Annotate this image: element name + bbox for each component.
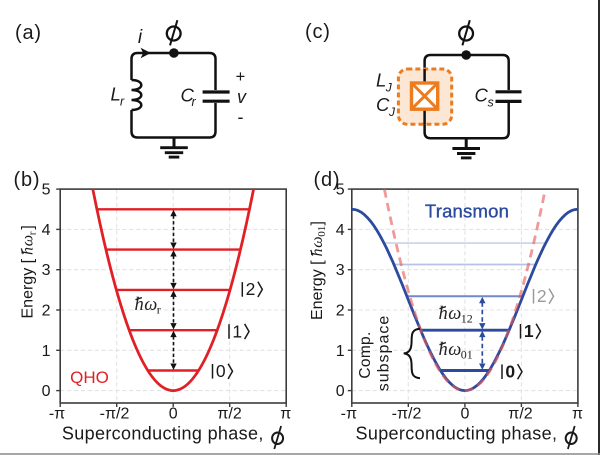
svg-text:ω: ω	[309, 236, 326, 247]
svg-text:4: 4	[42, 222, 51, 239]
svg-text:1: 1	[336, 343, 345, 360]
svg-text:h: h	[309, 249, 326, 257]
svg-text:π/2: π/2	[217, 406, 241, 423]
svg-text:0: 0	[460, 406, 469, 423]
svg-text:subspace: subspace	[376, 315, 393, 392]
svg-text:L: L	[376, 70, 386, 91]
svg-text:0: 0	[336, 383, 345, 400]
svg-text:ω: ω	[144, 295, 157, 315]
svg-text:+: +	[236, 68, 246, 86]
svg-text:(d): (d)	[314, 169, 341, 191]
svg-text:C: C	[475, 85, 489, 106]
svg-text:ω: ω	[448, 304, 461, 324]
svg-text:2: 2	[537, 286, 547, 306]
svg-text:ω: ω	[448, 340, 461, 360]
svg-text:J: J	[388, 105, 396, 119]
svg-text:Energy [: Energy [	[19, 258, 36, 318]
svg-text:h: h	[19, 247, 36, 255]
svg-text:Transmon: Transmon	[425, 201, 509, 222]
svg-text:Comp.: Comp.	[357, 331, 374, 378]
svg-text:ω: ω	[19, 235, 36, 246]
svg-text:(b): (b)	[14, 169, 41, 191]
svg-text:r: r	[120, 95, 125, 109]
svg-text:-π: -π	[49, 406, 65, 423]
svg-text:v: v	[237, 87, 247, 107]
svg-text:C: C	[181, 85, 195, 106]
svg-text:3: 3	[42, 262, 51, 279]
svg-text:]: ]	[309, 221, 326, 225]
svg-text:i: i	[138, 27, 143, 48]
svg-text:-π: -π	[341, 406, 357, 423]
svg-text:5: 5	[42, 182, 51, 199]
svg-text:0: 0	[169, 406, 178, 423]
svg-text:r: r	[157, 302, 161, 316]
svg-text:0: 0	[42, 383, 51, 400]
svg-text:2: 2	[246, 279, 256, 299]
svg-text:h: h	[135, 295, 144, 315]
svg-text:Superconducting phase,: Superconducting phase,	[62, 424, 264, 444]
svg-text:-: -	[238, 107, 244, 127]
svg-text:2: 2	[42, 303, 51, 320]
svg-text:QHO: QHO	[70, 368, 109, 387]
svg-text:π: π	[280, 406, 291, 423]
svg-text:3: 3	[336, 262, 345, 279]
svg-text:1: 1	[524, 321, 534, 341]
svg-text:(c): (c)	[305, 21, 331, 43]
svg-text:Superconducting phase,: Superconducting phase,	[355, 424, 557, 444]
svg-text:J: J	[385, 81, 393, 95]
svg-text:4: 4	[336, 222, 345, 239]
svg-text:L: L	[111, 84, 121, 105]
svg-text:]: ]	[19, 225, 36, 229]
svg-text:r: r	[192, 95, 197, 109]
svg-text:-π/2: -π/2	[100, 406, 130, 423]
svg-text:0: 0	[505, 362, 515, 382]
svg-text:01: 01	[461, 347, 473, 361]
svg-text:5: 5	[336, 182, 345, 199]
svg-text:C: C	[376, 94, 390, 115]
svg-text:0: 0	[216, 361, 226, 381]
svg-text:01: 01	[316, 226, 328, 237]
svg-text:s: s	[488, 96, 494, 110]
svg-text:1: 1	[232, 321, 242, 341]
svg-text:h: h	[439, 304, 448, 324]
svg-text:-π/2: -π/2	[392, 406, 422, 423]
svg-text:π: π	[572, 406, 583, 423]
svg-text:(a): (a)	[15, 22, 42, 44]
svg-text:1: 1	[42, 343, 51, 360]
svg-text:Energy [: Energy [	[309, 260, 326, 320]
svg-text:r: r	[27, 231, 39, 235]
svg-text:π/2: π/2	[508, 406, 532, 423]
svg-text:12: 12	[461, 311, 473, 325]
svg-text:2: 2	[336, 303, 345, 320]
svg-text:h: h	[439, 340, 448, 360]
